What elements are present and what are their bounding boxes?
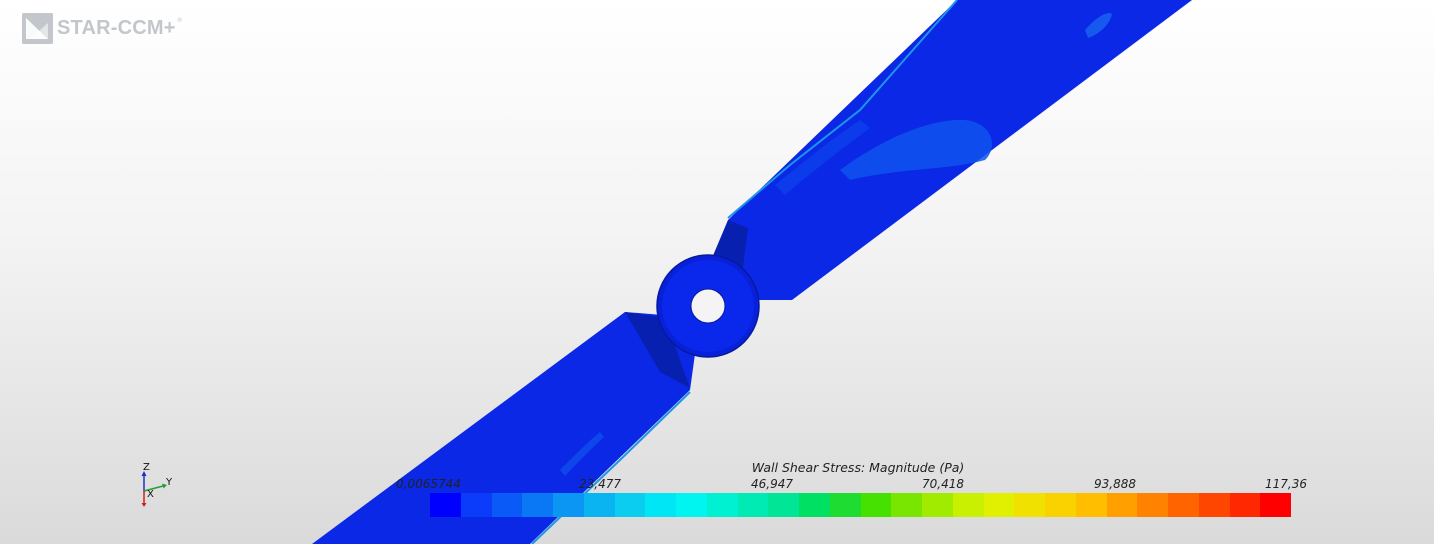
propeller-model[interactable] [312,0,1192,544]
colorbar-cell-9 [706,493,738,517]
legend-tick-2: 46,947 [751,477,793,491]
upper-blade-stress-patch [840,119,993,180]
colorbar-cell-17 [952,493,984,517]
legend-tick-0: 0,0065744 [396,477,461,491]
legend-title: Wall Shear Stress: Magnitude (Pa) [751,460,965,475]
colorbar-cell-10 [737,493,769,517]
star-ccm-logo-text: STAR-CCM+ [57,16,176,39]
lower-blade [312,312,700,544]
colorbar-cell-3 [522,493,553,517]
colorbar-cell-18 [983,493,1015,517]
upper-blade-leading-edge [727,0,958,219]
axes-triad: Z Y X [131,460,191,510]
legend-tick-3: 70,418 [922,477,964,491]
colorbar-cell-25 [1198,493,1230,517]
registered-mark: ® [176,16,183,24]
y-axis-icon [143,485,164,492]
star-ccm-logo: STAR-CCM+ ® [22,12,183,44]
colorbar-cell-21 [1075,493,1107,517]
x-axis-label: X [147,489,154,500]
colorbar-cell-7 [645,493,676,517]
colorbar-cell-23 [1137,493,1168,517]
colorbar-cell-22 [1106,493,1138,517]
colorbar-cell-4 [553,493,584,517]
colorbar-cell-19 [1014,493,1045,517]
colorbar-cell-13 [829,493,861,517]
colorbar-cell-16 [922,493,953,517]
colorbar-cell-0 [430,493,461,517]
z-axis-label: Z [143,462,150,473]
colorbar-cell-27 [1260,493,1291,517]
colorbar-cell-8 [676,493,707,517]
colorbar-cell-26 [1229,493,1261,517]
upper-blade-stress-patch-3 [775,120,870,195]
colorbar-cell-15 [891,493,922,517]
legend-tick-1: 23,477 [579,477,621,491]
colorbar-cell-11 [768,493,799,517]
colorbar-cell-12 [799,493,830,517]
legend-colorbar [430,493,1291,517]
colorbar-cell-2 [491,493,523,517]
colorbar-cell-5 [583,493,615,517]
colorbar-cell-14 [860,493,892,517]
hub-bore [690,288,726,324]
colorbar-cell-1 [460,493,492,517]
colorbar-cell-24 [1168,493,1199,517]
colorbar-cell-6 [614,493,646,517]
y-axis-label: Y [166,477,173,488]
lower-blade-stress-patch [560,432,604,476]
upper-blade-stress-patch-2 [1085,12,1112,38]
lower-blade-root-shade [625,312,690,388]
star-ccm-logo-icon [22,12,53,44]
colorbar-cell-20 [1045,493,1076,517]
legend-tick-4: 93,888 [1094,477,1136,491]
legend-tick-5: 117,36 [1265,477,1307,491]
